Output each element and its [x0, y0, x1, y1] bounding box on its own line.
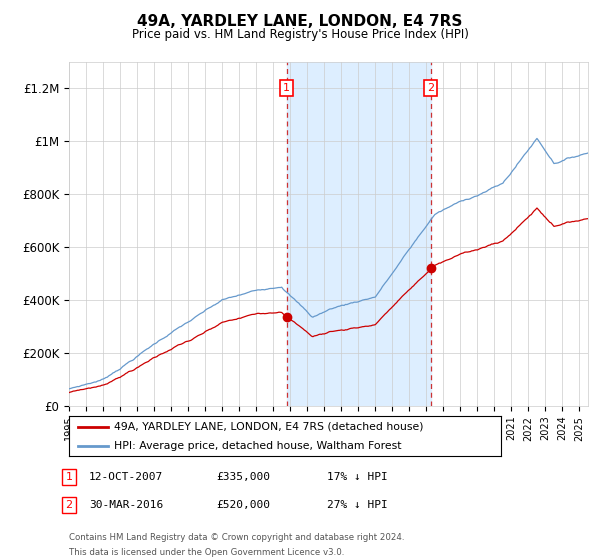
Text: Contains HM Land Registry data © Crown copyright and database right 2024.: Contains HM Land Registry data © Crown c…	[69, 533, 404, 542]
Text: This data is licensed under the Open Government Licence v3.0.: This data is licensed under the Open Gov…	[69, 548, 344, 557]
Text: 1: 1	[283, 83, 290, 93]
Text: 17% ↓ HPI: 17% ↓ HPI	[327, 472, 388, 482]
Bar	[287, 62, 431, 406]
Text: 1: 1	[65, 472, 73, 482]
Text: Price paid vs. HM Land Registry's House Price Index (HPI): Price paid vs. HM Land Registry's House …	[131, 28, 469, 41]
Text: 2: 2	[427, 83, 434, 93]
Text: 49A, YARDLEY LANE, LONDON, E4 7RS: 49A, YARDLEY LANE, LONDON, E4 7RS	[137, 14, 463, 29]
Text: 49A, YARDLEY LANE, LONDON, E4 7RS (detached house): 49A, YARDLEY LANE, LONDON, E4 7RS (detac…	[115, 422, 424, 432]
Text: £520,000: £520,000	[216, 500, 270, 510]
Text: 30-MAR-2016: 30-MAR-2016	[89, 500, 163, 510]
Text: 27% ↓ HPI: 27% ↓ HPI	[327, 500, 388, 510]
Text: 12-OCT-2007: 12-OCT-2007	[89, 472, 163, 482]
Text: 2: 2	[65, 500, 73, 510]
Text: HPI: Average price, detached house, Waltham Forest: HPI: Average price, detached house, Walt…	[115, 441, 402, 450]
Text: £335,000: £335,000	[216, 472, 270, 482]
